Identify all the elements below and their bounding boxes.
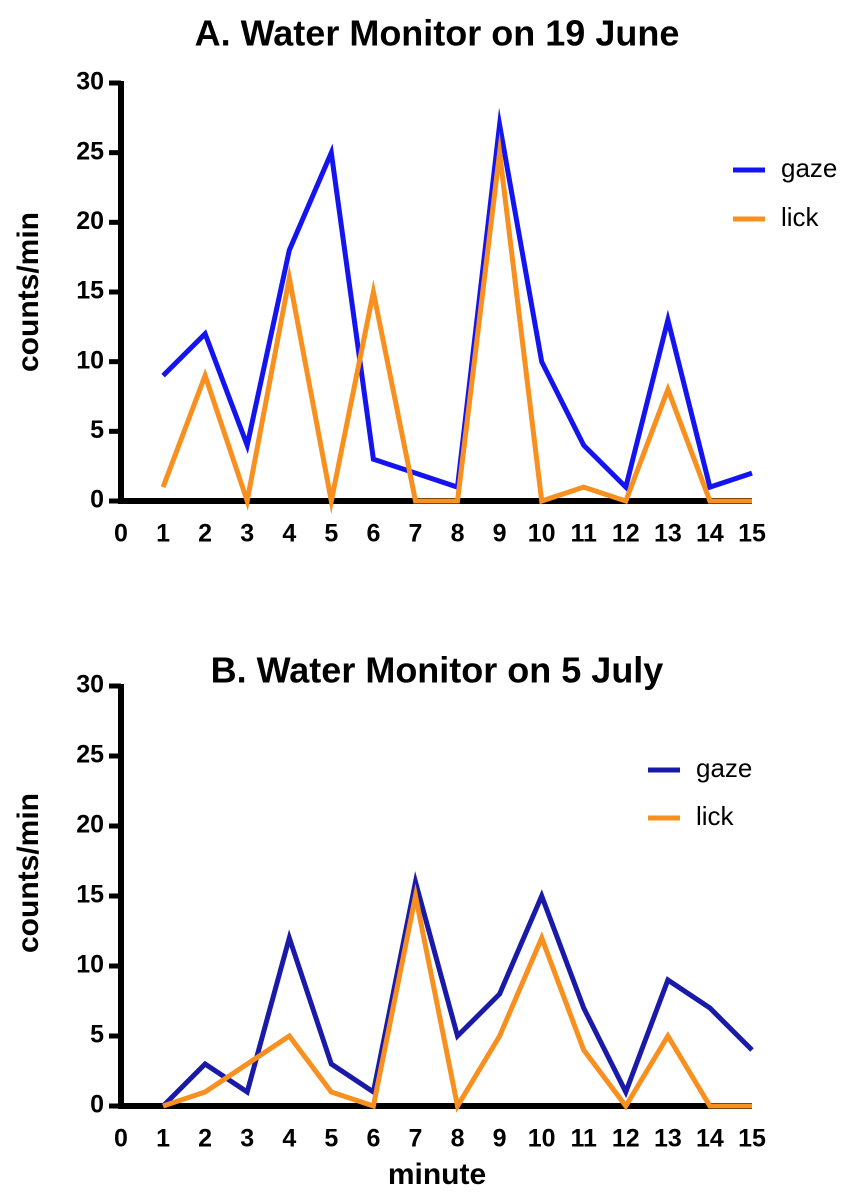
panelb-y-tick-label: 25 — [76, 741, 104, 769]
panela-y-tick-label: 0 — [90, 486, 104, 514]
panela-y-tick-label: 10 — [76, 346, 104, 374]
panela-x-tick-label: 12 — [612, 520, 640, 548]
panelb-x-tick-label: 13 — [654, 1125, 682, 1153]
panela-y-tick-label: 20 — [76, 207, 104, 235]
panelb-y-tick-label: 0 — [90, 1091, 104, 1119]
panela-x-tick-label: 0 — [114, 520, 128, 548]
panelb-x-tick-label: 5 — [324, 1125, 338, 1153]
panela-x-tick-label: 15 — [738, 520, 766, 548]
panela-x-tick-label: 14 — [696, 520, 724, 548]
panelb-x-axis-label: minute — [388, 1158, 486, 1191]
panelb-y-tick-label: 20 — [76, 811, 104, 839]
panela-x-tick-label: 4 — [282, 520, 296, 548]
panelb-x-tick-label: 11 — [571, 1125, 598, 1153]
panela-x-tick-label: 2 — [198, 520, 212, 548]
panelb-y-axis-label: counts/min — [12, 793, 45, 953]
panela-x-tick-label: 1 — [156, 520, 170, 548]
panelb-x-tick-label: 0 — [114, 1125, 128, 1153]
panelb-x-tick-label: 12 — [612, 1125, 640, 1153]
panelb-y-tick-label: 15 — [76, 881, 104, 909]
panela-x-tick-label: 9 — [493, 520, 507, 548]
panela-series-gaze-line — [161, 107, 753, 492]
panelb-legend-gaze-label: gaze — [696, 753, 752, 783]
panelb-y-tick-label: 5 — [90, 1021, 104, 1049]
panela-title: A. Water Monitor on 19 June — [195, 13, 680, 54]
panela-y-tick-label: 5 — [90, 416, 104, 444]
panelb-x-tick-label: 10 — [528, 1125, 556, 1153]
panelb-title: B. Water Monitor on 5 July — [211, 650, 664, 691]
panelb-x-tick-label: 14 — [696, 1125, 724, 1153]
panela-y-tick-label: 25 — [76, 137, 104, 165]
panelb-x-tick-label: 7 — [409, 1125, 423, 1153]
panela-y-tick-label: 15 — [76, 277, 104, 305]
panelb-x-tick-label: 3 — [240, 1125, 254, 1153]
panela-x-tick-label: 8 — [451, 520, 465, 548]
panelb-x-tick-label: 1 — [156, 1125, 170, 1153]
panelb-x-tick-label: 8 — [451, 1125, 465, 1153]
panelb-y-tick-label: 30 — [76, 671, 104, 699]
panela-x-tick-label: 13 — [654, 520, 682, 548]
panela-series-lick-line — [160, 131, 752, 515]
panelb-x-tick-label: 15 — [738, 1125, 766, 1153]
panelb-series-lick-line — [162, 883, 752, 1113]
panelb-legend-lick-label: lick — [696, 801, 735, 831]
panela-x-tick-label: 11 — [571, 520, 598, 548]
panelb-series-gaze-line — [161, 871, 754, 1108]
panela-x-tick-label: 10 — [528, 520, 556, 548]
panelb-x-tick-label: 9 — [493, 1125, 507, 1153]
panela-legend-gaze-label: gaze — [781, 153, 837, 183]
panela-x-tick-label: 7 — [409, 520, 423, 548]
panelb-y-tick-label: 10 — [76, 951, 104, 979]
panela-legend-lick-label: lick — [781, 202, 820, 232]
panela-x-tick-label: 5 — [324, 520, 338, 548]
panela-x-tick-label: 3 — [240, 520, 254, 548]
panelb-x-tick-label: 4 — [282, 1125, 296, 1153]
panela-y-tick-label: 30 — [76, 68, 104, 96]
panelb-x-tick-label: 2 — [198, 1125, 212, 1153]
panela-x-tick-label: 6 — [366, 520, 380, 548]
panela-y-axis-label: counts/min — [12, 212, 45, 372]
panelb-x-tick-label: 6 — [366, 1125, 380, 1153]
